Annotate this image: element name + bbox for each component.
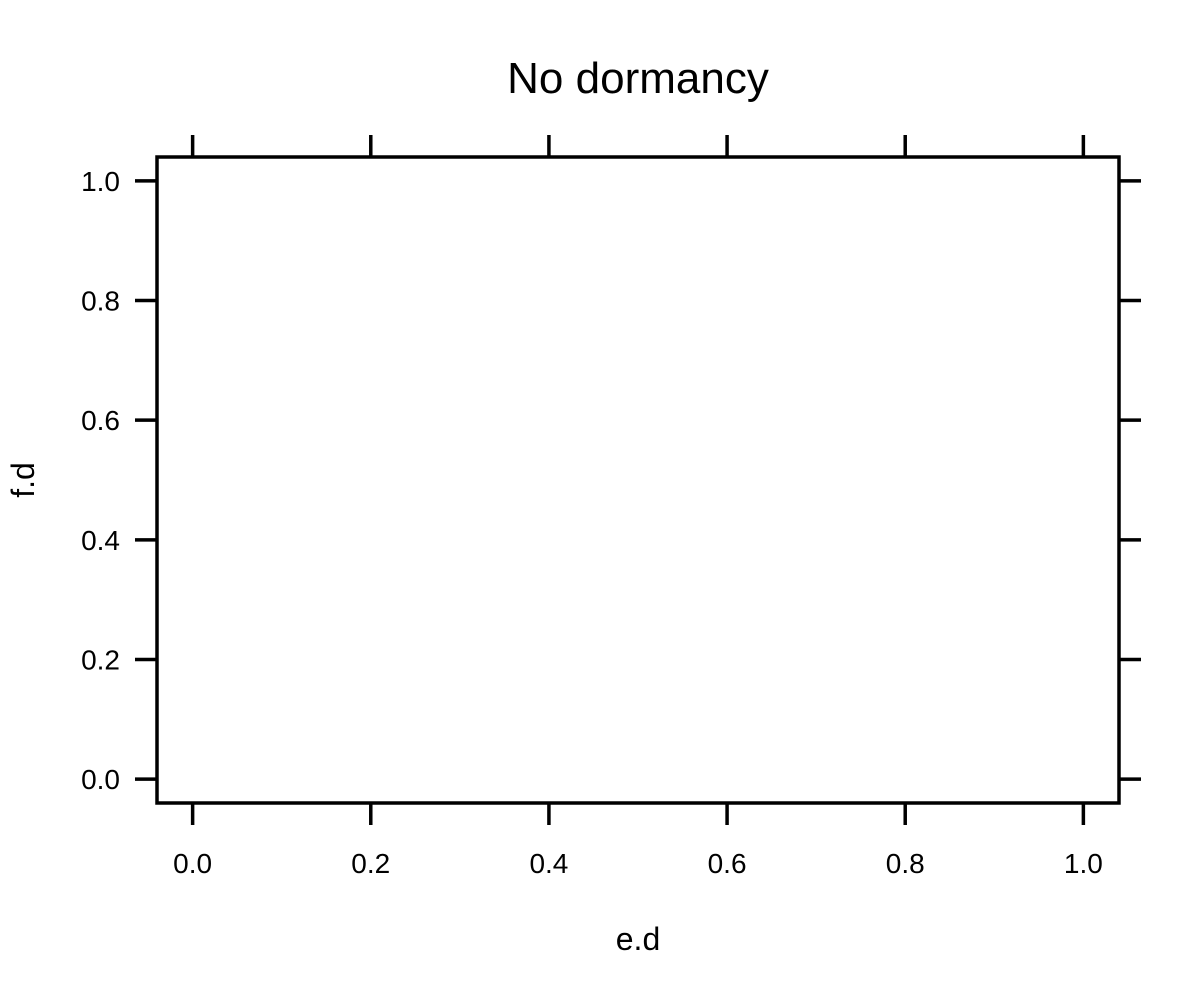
y-tick-label: 0.8 bbox=[81, 286, 120, 317]
chart-title: No dormancy bbox=[507, 54, 769, 103]
x-tick-label: 1.0 bbox=[1064, 848, 1103, 879]
y-tick-label: 0.6 bbox=[81, 405, 120, 436]
plot-frame bbox=[155, 155, 1121, 805]
y-axis-label: f.d bbox=[5, 462, 41, 498]
x-tick-label: 0.0 bbox=[173, 848, 212, 879]
x-tick-label: 0.2 bbox=[351, 848, 390, 879]
y-axis-ticks bbox=[135, 179, 1141, 781]
y-tick-label: 0.4 bbox=[81, 525, 120, 556]
y-tick-label: 1.0 bbox=[81, 166, 120, 197]
x-tick-label: 0.6 bbox=[708, 848, 747, 879]
x-tick-label: 0.8 bbox=[886, 848, 925, 879]
y-axis-tick-labels: 0.0 0.2 0.4 0.6 0.8 1.0 bbox=[81, 166, 120, 795]
x-tick-label: 0.4 bbox=[529, 848, 568, 879]
x-axis-ticks bbox=[190, 135, 1086, 825]
y-tick-label: 0.2 bbox=[81, 644, 120, 675]
x-axis-tick-labels: 0.0 0.2 0.4 0.6 0.8 1.0 bbox=[173, 848, 1103, 879]
x-axis-label: e.d bbox=[616, 921, 660, 957]
y-tick-label: 0.0 bbox=[81, 764, 120, 795]
